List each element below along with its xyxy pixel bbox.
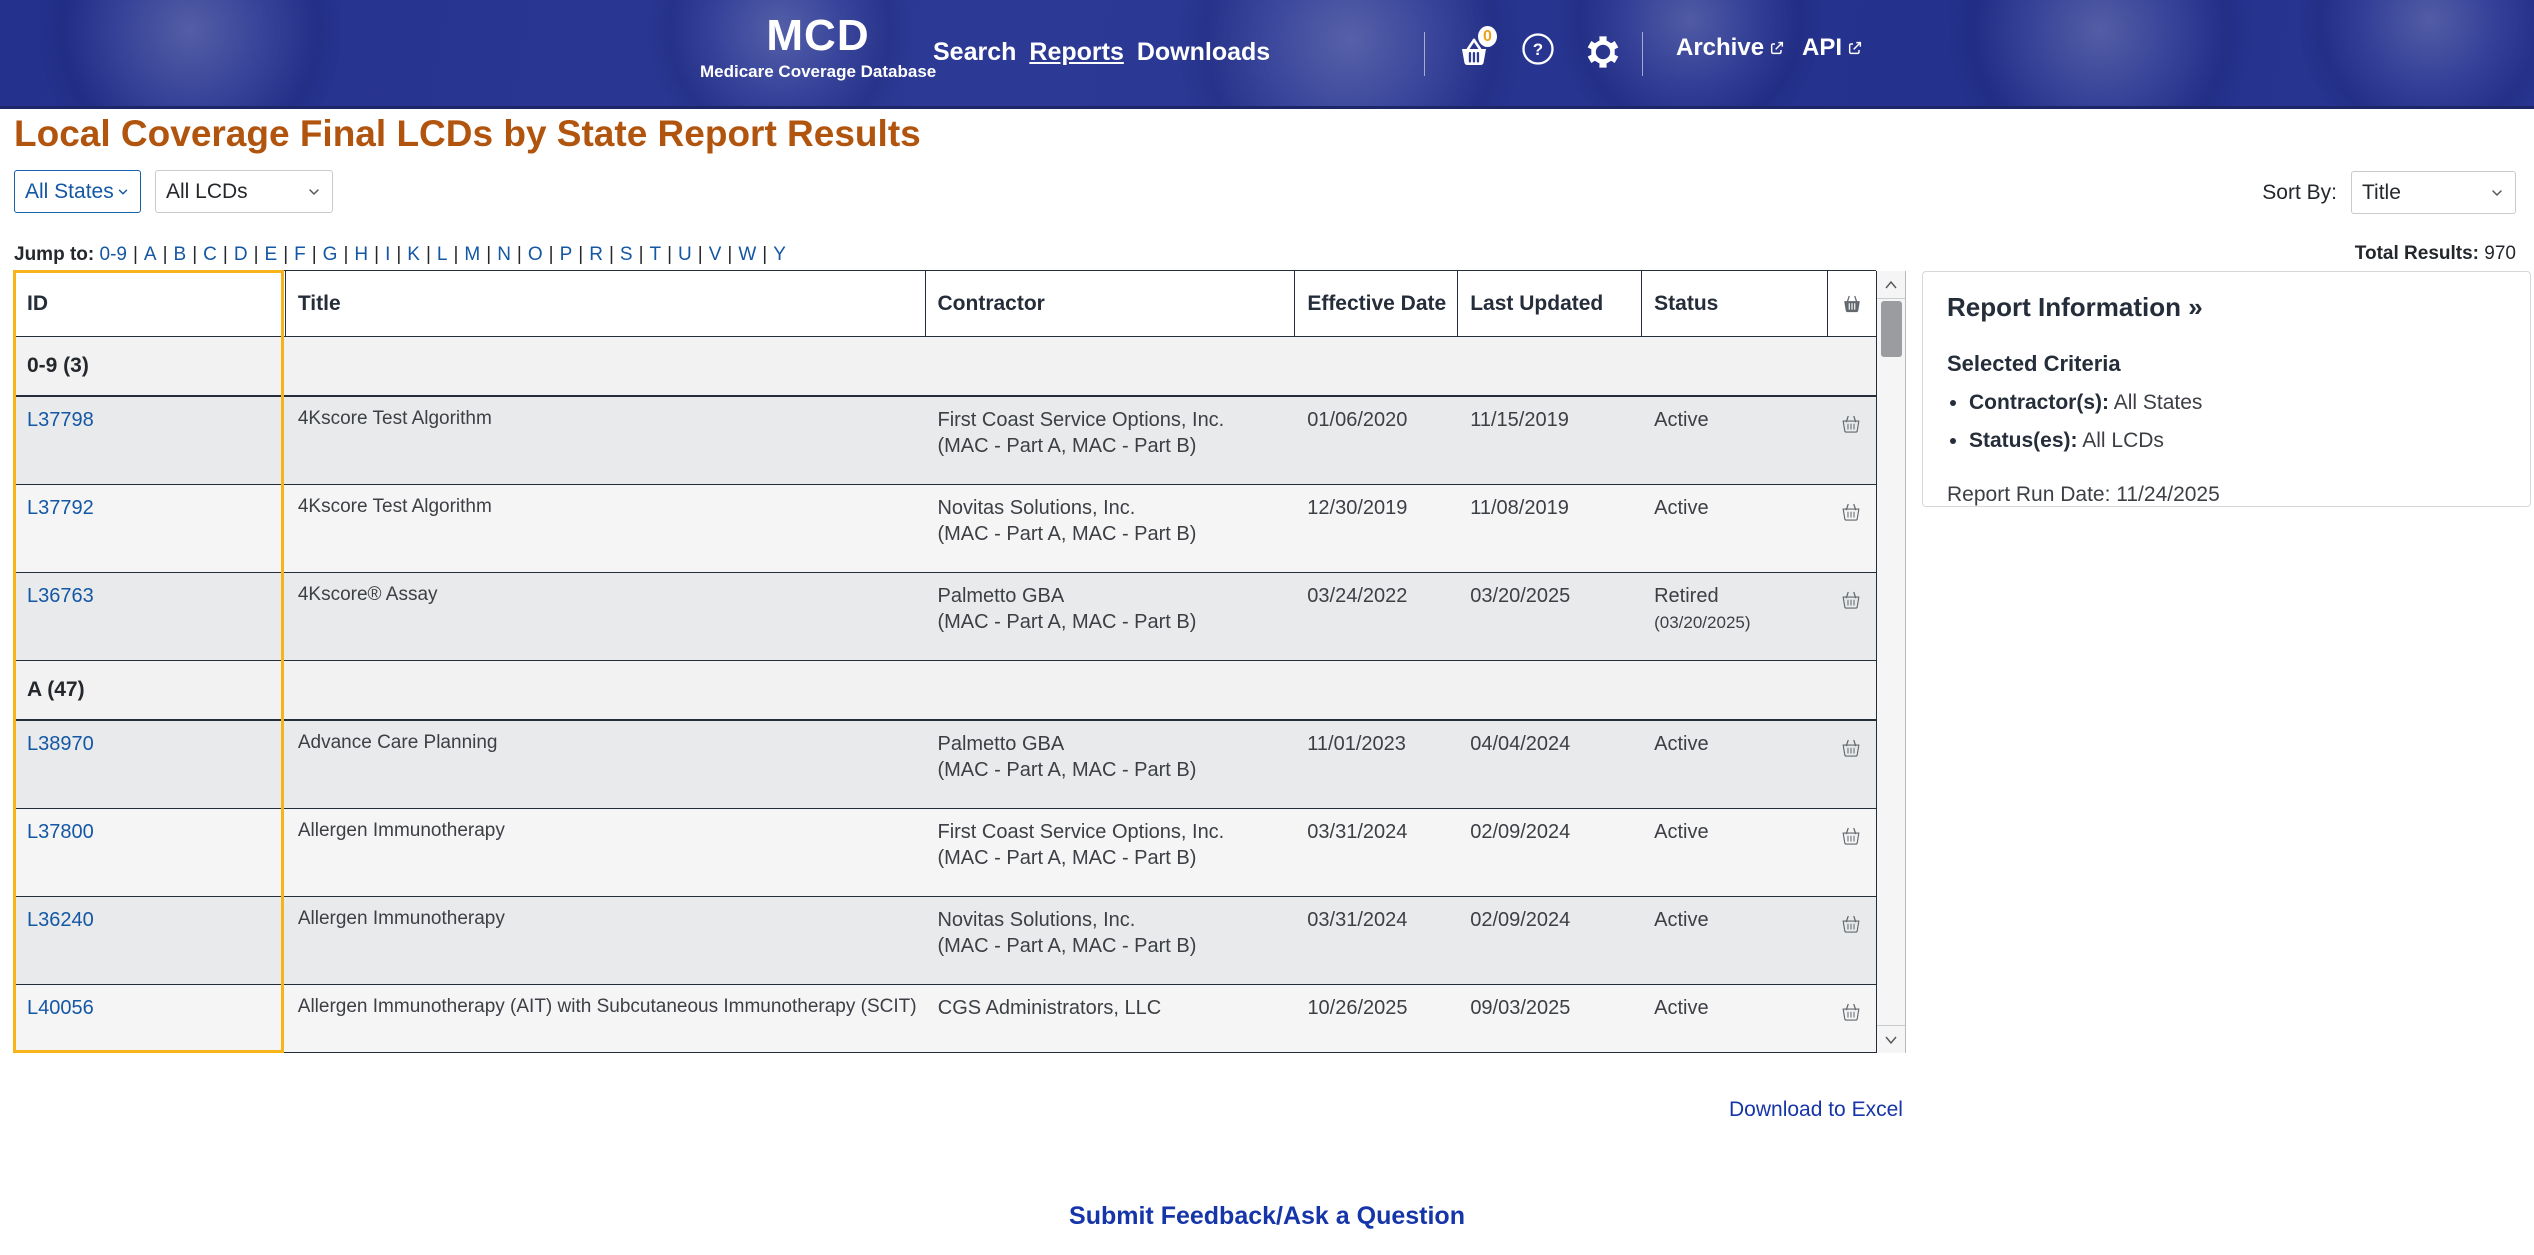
svg-text:?: ? — [1533, 40, 1543, 59]
